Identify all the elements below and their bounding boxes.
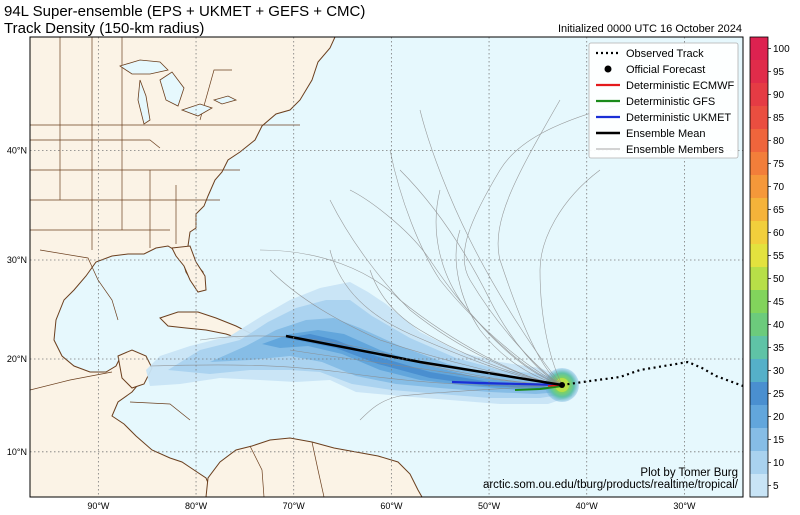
lon-tick-label: 60°W — [380, 501, 403, 511]
latitude-tick-labels: 10°N 20°N 30°N 40°N — [7, 145, 27, 456]
colorbar-segment — [750, 83, 768, 106]
legend-label: Deterministic GFS — [626, 96, 715, 108]
chart-title: 94L Super-ensemble (EPS + UKMET + GEFS +… — [4, 3, 365, 37]
legend-swatch-dot — [604, 65, 612, 73]
colorbar-tick-label: 10 — [773, 458, 785, 469]
legend-label: Deterministic ECMWF — [626, 80, 734, 92]
title-line-1: 94L Super-ensemble (EPS + UKMET + GEFS +… — [4, 3, 366, 20]
colorbar-segment — [750, 244, 768, 267]
colorbar-tick-label: 50 — [773, 274, 785, 285]
ensemble-member-tracks — [149, 99, 641, 421]
lon-tick-label: 30°W — [673, 501, 696, 511]
colorbar-tick-label: 65 — [773, 205, 785, 216]
density-level-45 — [286, 334, 554, 388]
ensemble-mean-track — [285, 334, 563, 387]
colorbar-tick-label: 55 — [773, 251, 785, 262]
longitude-tick-labels: 90°W 80°W 70°W 60°W 50°W 40°W 30°W — [87, 501, 696, 511]
colorbar-tick-label: 85 — [773, 113, 785, 124]
legend: Observed Track Official Forecast Determini… — [588, 42, 739, 159]
florida-land — [171, 245, 207, 293]
colorbar-segment — [750, 336, 768, 359]
colorbar-tick-label: 5 — [773, 481, 779, 492]
colorbar-segment — [750, 290, 768, 313]
legend-entry: Ensemble Mean — [596, 128, 706, 140]
colorbar-segment — [750, 382, 768, 405]
legend-label: Ensemble Mean — [626, 128, 706, 140]
colorbar-tick-label: 25 — [773, 389, 785, 400]
title-line-2: Track Density (150-km radius) — [4, 20, 205, 37]
colorbar-segment — [750, 198, 768, 221]
colorbar-segment — [750, 221, 768, 244]
legend-label: Deterministic UKMET — [626, 112, 731, 124]
legend-entry: Observed Track — [596, 48, 704, 60]
credit-line-2: arctic.som.ou.edu/tburg/products/realtim… — [482, 479, 738, 491]
lon-tick-label: 40°W — [576, 501, 599, 511]
colorbar-segment — [750, 129, 768, 152]
lon-tick-label: 50°W — [478, 501, 501, 511]
lat-tick-label: 40°N — [7, 145, 27, 155]
deterministic-ukmet-track — [451, 380, 563, 387]
colorbar: 5 10 15 20 25 30 35 40 45 50 55 60 65 70 75 80 85 90 95 100 — [749, 36, 790, 498]
colorbar-tick-label: 70 — [773, 182, 785, 193]
legend-box — [588, 42, 739, 159]
colorbar-tick-label: 30 — [773, 366, 785, 377]
south-america-land — [205, 437, 423, 497]
legend-label: Official Forecast — [626, 64, 705, 76]
colorbar-segment — [750, 451, 768, 474]
legend-entry: Ensemble Members — [596, 144, 724, 156]
colorbar-segment — [750, 152, 768, 175]
colorbar-tick-label: 95 — [773, 67, 785, 78]
colorbar-segment — [750, 428, 768, 451]
colorbar-segment — [750, 405, 768, 428]
credit-line-1: Plot by Tomer Burg — [640, 467, 738, 479]
legend-label: Observed Track — [626, 48, 704, 60]
map-frame — [29, 36, 744, 498]
legend-entry: Official Forecast — [604, 64, 705, 76]
colorbar-tick-label: 80 — [773, 136, 785, 147]
lat-tick-label: 30°N — [7, 255, 27, 265]
colorbar-tick-label: 40 — [773, 320, 785, 331]
great-lakes — [119, 59, 238, 125]
colorbar-tick-label: 60 — [773, 228, 785, 239]
lat-tick-label: 20°N — [7, 354, 27, 364]
colorbar-segment — [750, 359, 768, 382]
political-borders — [30, 37, 325, 497]
colorbar-segment — [750, 175, 768, 198]
colorbar-segment — [750, 37, 768, 60]
colorbar-frame — [749, 36, 769, 498]
observed-track — [561, 360, 743, 388]
legend-entry: Deterministic UKMET — [596, 112, 731, 124]
official-forecast-point — [559, 382, 565, 388]
colorbar-tick-label: 20 — [773, 412, 785, 423]
colorbar-tick-label: 15 — [773, 435, 785, 446]
legend-entry: Deterministic GFS — [596, 96, 715, 108]
colorbar-tick-label: 100 — [773, 44, 790, 55]
lon-tick-label: 70°W — [283, 501, 306, 511]
initialized-time: Initialized 0000 UTC 16 October 2024 — [557, 23, 742, 35]
colorbar-tick-label: 35 — [773, 343, 785, 354]
legend-entry: Deterministic ECMWF — [596, 80, 734, 92]
colorbar-tick-label: 45 — [773, 297, 785, 308]
lon-tick-label: 90°W — [87, 501, 110, 511]
colorbar-segment — [750, 313, 768, 336]
colorbar-tick-label: 90 — [773, 90, 785, 101]
lat-tick-label: 10°N — [7, 447, 27, 457]
colorbar-segment — [750, 106, 768, 129]
deterministic-gfs-track — [514, 385, 563, 391]
lon-tick-label: 80°W — [185, 501, 208, 511]
colorbar-segment — [750, 60, 768, 83]
colorbar-tick-label: 75 — [773, 159, 785, 170]
legend-label: Ensemble Members — [626, 144, 724, 156]
colorbar-segment — [750, 474, 768, 497]
colorbar-segment — [750, 267, 768, 290]
credit: Plot by Tomer Burg arctic.som.ou.edu/tbu… — [483, 467, 738, 491]
